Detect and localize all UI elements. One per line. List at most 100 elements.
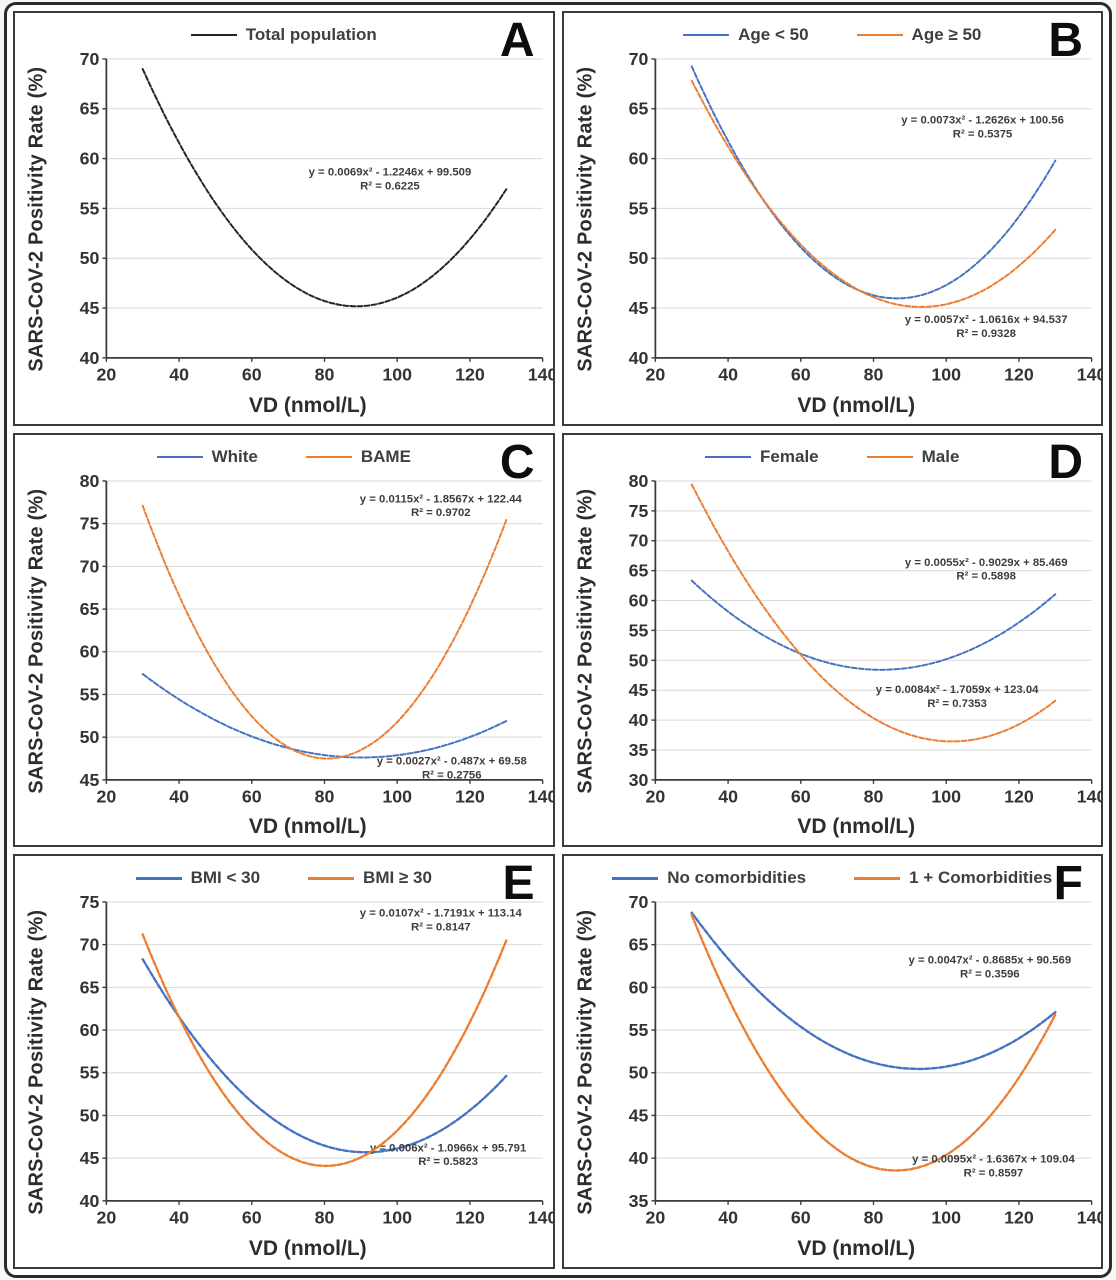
y-tick-label: 30	[628, 769, 648, 789]
x-axis-title: VD (nmol/L)	[797, 815, 916, 839]
x-axis-title: VD (nmol/L)	[797, 393, 916, 417]
x-tick-label: 100	[382, 786, 412, 806]
curve-bmi-30	[141, 958, 508, 1154]
legend-label: Male	[921, 446, 960, 466]
x-axis-title: VD (nmol/L)	[248, 1236, 367, 1260]
y-tick-label: 75	[80, 513, 100, 533]
x-tick-label: 120	[1004, 1208, 1034, 1228]
trendline-equation-total-population: y = 0.0069x² - 1.2246x + 99.509	[309, 166, 472, 178]
panel-letter: E	[502, 857, 535, 911]
x-tick-label: 100	[931, 786, 961, 806]
x-tick-label: 40	[718, 365, 738, 385]
y-tick-label: 65	[80, 978, 100, 998]
panel-letter: D	[1048, 435, 1083, 489]
r-squared-bmi-30: R² = 0.8147	[411, 922, 471, 934]
y-tick-label: 55	[80, 198, 100, 218]
y-tick-label: 80	[80, 473, 100, 491]
x-tick-label: 80	[315, 365, 335, 385]
chart-plot-e: 404550556065707520406080100120140y = 0.0…	[80, 894, 553, 1228]
legend-label: Age ≥ 50	[911, 25, 982, 44]
y-tick-label: 80	[628, 473, 648, 491]
y-tick-label: 50	[628, 650, 648, 670]
legend-line-swatch	[705, 455, 752, 458]
y-axis-title: SARS-CoV-2 Positivity Rate (%)	[574, 910, 596, 1216]
x-tick-label: 140	[528, 786, 553, 806]
x-axis-title: VD (nmol/L)	[248, 393, 367, 417]
r-squared-white: R² = 0.2756	[422, 769, 482, 781]
x-tick-label: 40	[718, 786, 738, 806]
trendline-equation-no-comorbidities: y = 0.0047x² - 0.8685x + 90.569	[908, 955, 1071, 967]
legend-item: BAME	[305, 446, 411, 467]
curve-female	[690, 579, 1056, 671]
x-tick-label: 20	[96, 365, 116, 385]
r-squared-male: R² = 0.7353	[927, 698, 987, 710]
y-tick-label: 45	[80, 298, 100, 318]
x-tick-label: 40	[718, 1208, 738, 1228]
y-tick-label: 55	[628, 198, 648, 218]
trendline-equation-1-comorbidities: y = 0.0095x² - 1.6367x + 109.04	[912, 1154, 1075, 1166]
legend-item: Age < 50	[683, 25, 809, 45]
y-tick-label: 60	[80, 148, 100, 168]
x-tick-label: 20	[645, 365, 665, 385]
r-squared-age-50: R² = 0.5375	[952, 129, 1012, 141]
legend-label: BMI < 30	[190, 868, 261, 888]
six-panel-figure: A Total population SARS-CoV-2 Positivity…	[4, 2, 1112, 1278]
chart-plot-d: 30 35 40 45 50 55 60 65 70 75 80 20 40 60 80 100 120 140 y…	[628, 473, 1101, 807]
x-tick-label: 140	[1076, 365, 1101, 385]
trendline-equation-age-50: y = 0.0057x² - 1.0616x + 94.537	[904, 314, 1067, 326]
y-axis-title: SARS-CoV-2 Positivity Rate (%)	[25, 488, 48, 794]
x-tick-label: 120	[1004, 365, 1034, 385]
y-tick-label: 65	[628, 99, 648, 119]
y-tick-label: 45	[628, 680, 648, 700]
chart-plot-b: 4045505560657020406080100120140y = 0.007…	[628, 51, 1101, 385]
legend-line-swatch	[866, 455, 913, 458]
y-tick-label: 60	[628, 148, 648, 168]
y-tick-label: 70	[80, 556, 100, 576]
legend-line-swatch	[156, 455, 203, 458]
y-tick-label: 50	[628, 1063, 648, 1083]
y-tick-label: 45	[80, 1148, 100, 1168]
chart-legend: Age < 50 Age ≥ 50	[564, 19, 1102, 51]
x-tick-label: 60	[242, 365, 262, 385]
y-tick-label: 75	[80, 894, 100, 912]
legend-label: No comorbidities	[667, 868, 807, 888]
legend-line-swatch	[854, 876, 901, 880]
chart-plot-a: 4045505560657020406080100120140y = 0.006…	[80, 51, 553, 385]
y-tick-label: 50	[80, 248, 100, 268]
y-tick-label: 45	[628, 298, 648, 318]
x-tick-label: 80	[315, 1208, 335, 1228]
x-tick-label: 40	[169, 365, 189, 385]
legend-item: No comorbidities	[612, 868, 806, 888]
panel-c: C White BAME SARS-CoV-2 Positivity Rate …	[13, 432, 555, 848]
r-squared-total-population: R² = 0.6225	[360, 180, 420, 192]
y-tick-label: 70	[628, 51, 648, 69]
y-tick-label: 70	[628, 894, 648, 912]
y-tick-label: 45	[80, 769, 100, 789]
plot-row: SARS-CoV-2 Positivity Rate (%) 45 50 55 60 6…	[15, 473, 553, 810]
panel-letter: B	[1048, 14, 1083, 67]
legend-item: Age ≥ 50	[856, 25, 982, 45]
x-tick-label: 20	[96, 786, 116, 806]
legend-label: 1 + Comorbidities	[909, 868, 1053, 888]
curve-male	[690, 483, 1056, 743]
curve-age-50	[690, 79, 1056, 308]
curve-white	[141, 672, 508, 759]
curve-age-50	[690, 65, 1056, 300]
r-squared-age-50: R² = 0.9328	[956, 328, 1016, 340]
y-tick-label: 50	[628, 248, 648, 268]
x-tick-label: 60	[790, 1208, 810, 1228]
curve-bame	[141, 504, 508, 760]
trendline-equation-age-50: y = 0.0073x² - 1.2626x + 100.56	[901, 115, 1064, 127]
r-squared-1-comorbidities: R² = 0.8597	[963, 1168, 1023, 1180]
legend-item: BMI ≥ 30	[308, 868, 432, 888]
x-tick-label: 140	[1076, 786, 1101, 806]
x-tick-label: 20	[645, 786, 665, 806]
y-tick-label: 60	[628, 978, 648, 998]
legend-line-swatch	[305, 455, 352, 458]
x-tick-label: 80	[315, 786, 335, 806]
y-tick-label: 75	[628, 500, 648, 520]
legend-label: BAME	[360, 446, 411, 466]
y-tick-label: 40	[628, 1148, 648, 1168]
y-tick-label: 50	[80, 727, 100, 747]
trendline-equation-bmi-30: y = 0.0107x² - 1.7191x + 113.14	[360, 908, 523, 920]
